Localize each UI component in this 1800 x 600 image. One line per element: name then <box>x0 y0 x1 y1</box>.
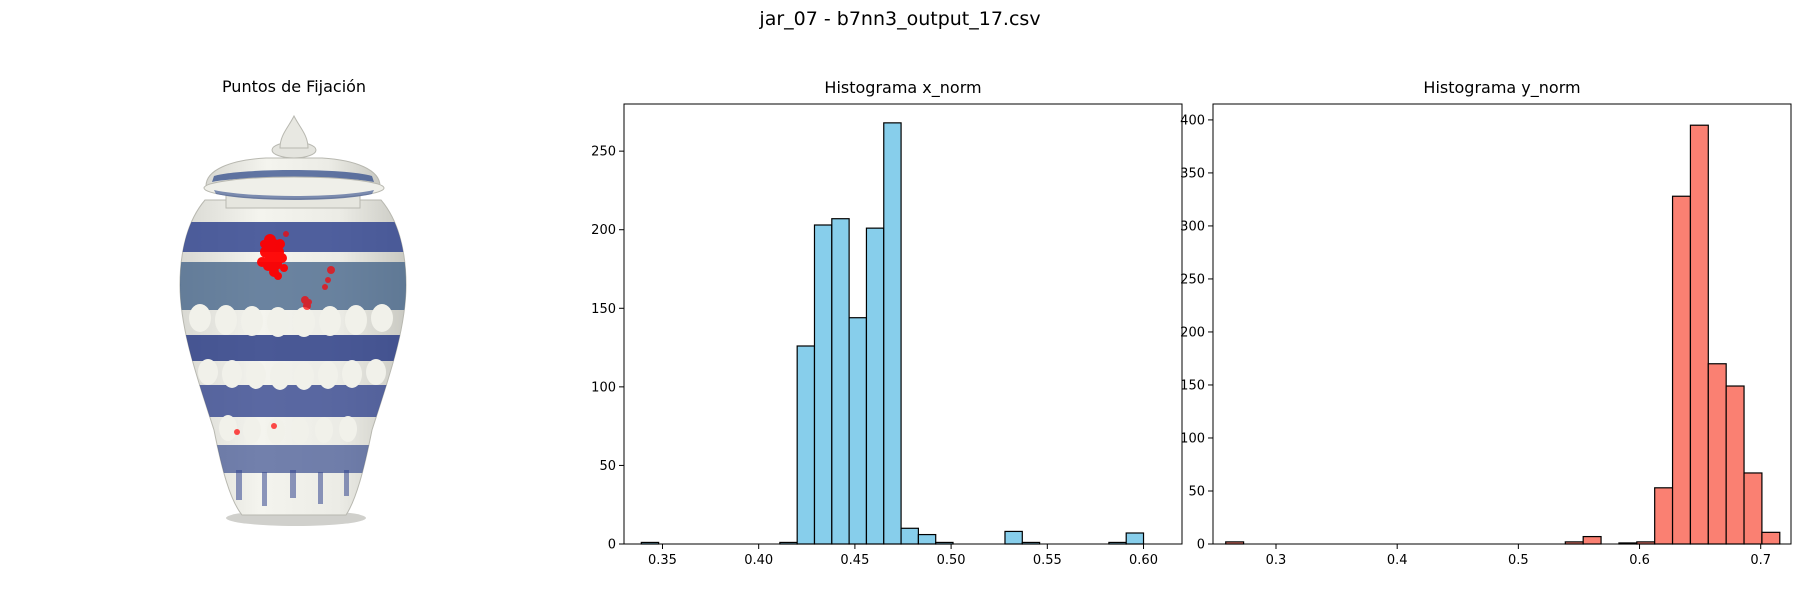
histogram-y-ytick-label: 200 <box>1180 325 1205 340</box>
histogram-x-xtick-label: 0.55 <box>1033 553 1062 568</box>
fixation-point <box>280 264 288 272</box>
fixation-point <box>327 266 335 274</box>
histogram-y-bar <box>1689 124 1709 545</box>
fixation-panel-title: Puntos de Fijación <box>221 77 367 96</box>
histogram-y-xtick-label: 0.3 <box>1266 553 1287 568</box>
histogram-y-frame <box>1212 103 1792 545</box>
histogram-y-ytick-label: 50 <box>1188 484 1205 499</box>
histogram-y-bar <box>1707 363 1727 545</box>
histogram-x-bar <box>1004 530 1023 545</box>
histogram-x-bar <box>917 533 937 545</box>
histogram-x-xtick-label: 0.40 <box>744 553 773 568</box>
histogram-x-bar <box>1125 532 1145 545</box>
histogram-x-ytick-label: 200 <box>591 223 616 238</box>
histogram-y-bar <box>1671 195 1692 545</box>
histogram-y-bar <box>1725 385 1745 545</box>
histogram-y-xtick-label: 0.4 <box>1387 553 1408 568</box>
histogram-y-bar <box>1761 531 1781 545</box>
histogram-x-ytick-label: 0 <box>608 538 616 553</box>
histogram-y-xtick-label: 0.6 <box>1629 553 1650 568</box>
histogram-x-ytick-label: 100 <box>591 380 616 395</box>
fixation-point <box>283 231 289 237</box>
histogram-x-ytick-label: 250 <box>591 145 616 160</box>
histogram-x-bar <box>813 224 833 545</box>
histogram-y-ytick-label: 250 <box>1180 272 1205 287</box>
jar-image <box>179 114 407 526</box>
histogram-x-bar <box>865 227 885 545</box>
histogram-x-xtick-label: 0.60 <box>1129 553 1158 568</box>
histogram-x-bar <box>848 317 868 545</box>
histogram-x-bar <box>831 218 850 545</box>
histogram-x-bar <box>900 527 919 545</box>
histogram-y-ytick-label: 100 <box>1180 431 1205 446</box>
fixation-point <box>306 299 312 305</box>
histogram-x-xtick-label: 0.35 <box>648 553 677 568</box>
histogram-y-ytick-label: 350 <box>1180 166 1205 181</box>
fixation-point <box>274 272 282 280</box>
histogram-y-title: Histograma y_norm <box>1423 78 1581 97</box>
jar-finial <box>279 114 309 149</box>
figure-title: jar_07 - b7nn3_output_17.csv <box>759 8 1041 30</box>
histogram-x-xtick-label: 0.45 <box>840 553 869 568</box>
histogram-x-bar <box>883 122 902 545</box>
histogram-y-xtick-label: 0.7 <box>1750 553 1771 568</box>
histogram-y-ytick-label: 300 <box>1180 219 1205 234</box>
fixation-point <box>325 277 331 283</box>
histogram-x-ytick-label: 150 <box>591 302 616 317</box>
fixation-point <box>271 423 277 429</box>
histogram-y-ytick-label: 400 <box>1180 113 1205 128</box>
fixation-point <box>277 253 287 263</box>
histogram-x-norm: 0.35 0.40 0.45 0.50 0.55 0.60 0 50 100 150 200 250 <box>591 103 1183 568</box>
histogram-x-bar <box>796 345 816 545</box>
histogram-y-bar <box>1582 535 1602 545</box>
fixation-points <box>234 231 335 435</box>
histogram-x-ytick-label: 50 <box>599 459 616 474</box>
fixation-point <box>322 284 328 290</box>
fixation-point <box>234 429 240 435</box>
fixation-point <box>260 240 268 248</box>
fixation-point <box>275 239 285 249</box>
histogram-x-xtick-label: 0.50 <box>937 553 966 568</box>
histogram-y-ytick-label: 150 <box>1180 378 1205 393</box>
histogram-y-ytick-label: 0 <box>1197 538 1205 553</box>
histogram-y-xtick-label: 0.5 <box>1508 553 1529 568</box>
histogram-y-bar <box>1743 472 1763 545</box>
histogram-x-title: Histograma x_norm <box>824 78 982 97</box>
histogram-x-frame <box>623 103 1183 545</box>
histogram-y-bar <box>1654 487 1674 545</box>
jar-bands <box>180 222 406 506</box>
histogram-y-norm: 0.3 0.4 0.5 0.6 0.7 0 50 100 150 200 250 300 350 400 <box>1180 103 1792 568</box>
